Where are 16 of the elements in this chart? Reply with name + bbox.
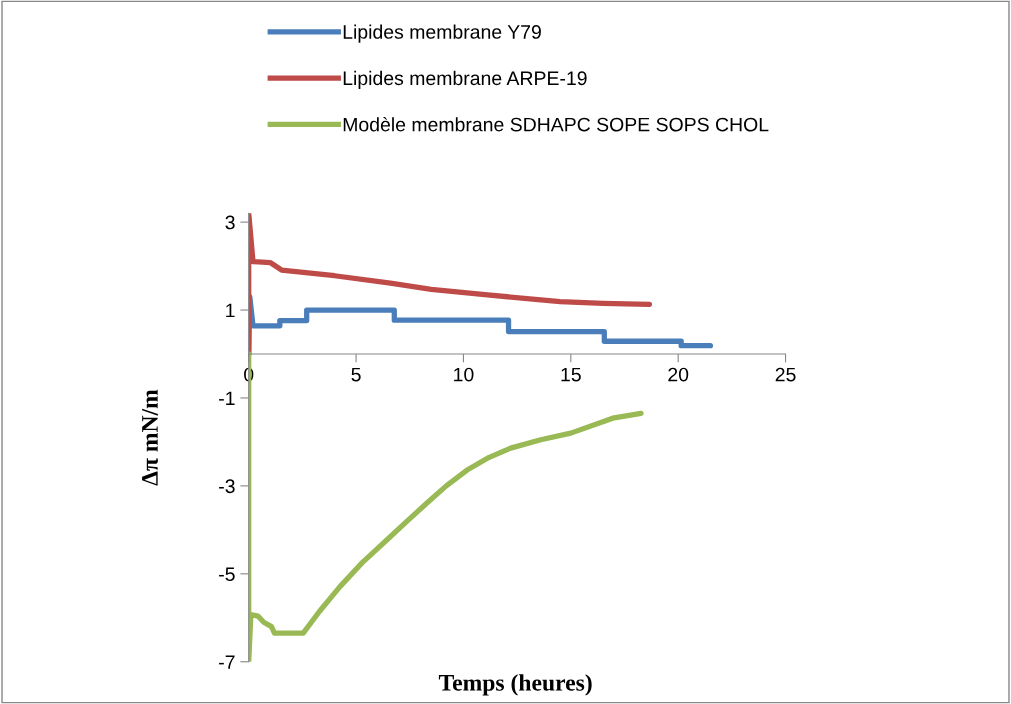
y-tick-label: -5 xyxy=(219,567,235,582)
x-tick-label: 25 xyxy=(775,367,796,382)
y-tick-label: -7 xyxy=(219,655,235,669)
legend-label: Lipides membrane ARPE-19 xyxy=(343,70,587,89)
x-tick-label: 10 xyxy=(454,367,474,382)
legend-label: Modèle membrane SDHAPC SOPE SOPS CHOL xyxy=(343,116,769,132)
legend-label: Lipides membrane Y79 xyxy=(343,24,541,43)
x-tick-label: 20 xyxy=(668,367,689,382)
y-axis-title: Δπ mN/m xyxy=(142,389,158,486)
x-tick-label: 5 xyxy=(351,367,361,382)
x-axis-title: Temps (heures) xyxy=(438,674,592,696)
x-tick-label: 15 xyxy=(561,367,581,382)
y-tick-label: 3 xyxy=(225,215,235,230)
y-tick-label: 1 xyxy=(226,303,235,318)
y-tick-label: -3 xyxy=(219,479,235,494)
y-tick-label: -1 xyxy=(219,391,235,406)
